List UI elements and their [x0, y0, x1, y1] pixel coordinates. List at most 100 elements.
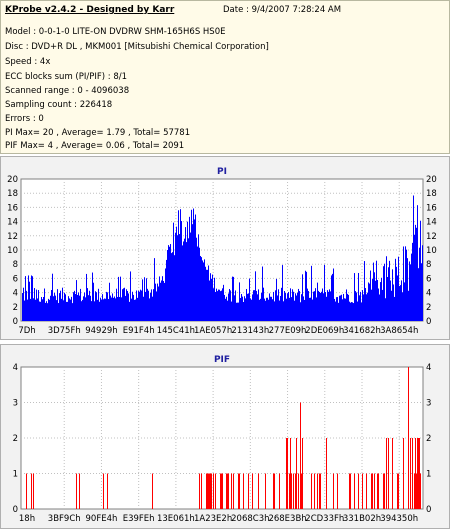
bar	[209, 473, 210, 509]
bar	[97, 299, 98, 321]
bar	[201, 473, 202, 509]
bar	[392, 438, 393, 509]
bar	[350, 473, 351, 509]
bar	[55, 295, 56, 321]
bar	[211, 473, 212, 509]
bar	[296, 295, 297, 321]
bar	[222, 288, 223, 321]
bar	[29, 281, 30, 321]
bar	[386, 256, 387, 321]
bar	[357, 301, 358, 321]
x-tick-label: 2DE069h	[305, 326, 344, 336]
bar	[408, 290, 409, 321]
bar	[255, 271, 256, 321]
bar	[307, 288, 308, 321]
bar	[266, 297, 267, 321]
bar	[379, 294, 380, 321]
bar	[35, 299, 36, 321]
bar	[414, 473, 415, 509]
bar	[163, 280, 164, 321]
bar	[32, 276, 33, 321]
bar	[380, 282, 381, 321]
bar	[143, 296, 144, 321]
bar	[295, 293, 296, 321]
bar	[74, 290, 75, 321]
bar	[372, 473, 373, 509]
bar	[361, 302, 362, 321]
bar	[383, 266, 384, 321]
bar	[48, 298, 49, 321]
bar	[114, 296, 115, 321]
bar	[377, 279, 378, 321]
series-bars	[22, 195, 423, 321]
bar	[67, 301, 68, 321]
bar	[282, 265, 283, 321]
bar	[406, 249, 407, 321]
bar	[155, 283, 156, 321]
bar	[72, 303, 73, 321]
x-tick-label: 213143h	[231, 326, 269, 336]
bar	[125, 295, 126, 321]
bar	[293, 291, 294, 321]
x-tick-label: 331B02h	[343, 514, 381, 524]
bar	[65, 294, 66, 321]
bar	[132, 291, 133, 321]
bar	[173, 222, 174, 321]
bar	[128, 293, 129, 321]
bar	[412, 242, 413, 321]
bar	[244, 296, 245, 321]
bar	[84, 292, 85, 321]
bar	[231, 301, 232, 321]
y-tick-label-right: 16	[426, 203, 437, 213]
bar	[412, 438, 413, 509]
bar	[178, 210, 179, 321]
bar	[385, 298, 386, 321]
speed-line: Speed : 4x	[5, 57, 51, 67]
bar	[415, 438, 416, 509]
bar	[309, 297, 310, 321]
bar	[321, 291, 322, 321]
bar	[300, 302, 301, 321]
x-tick-label: E39FEh	[123, 514, 155, 524]
bar	[403, 438, 404, 509]
bar	[226, 473, 227, 509]
bar	[362, 290, 363, 321]
bar	[179, 234, 180, 321]
bar	[215, 291, 216, 321]
bar	[335, 301, 336, 321]
y-tick-label-left: 10	[7, 246, 18, 256]
bar	[201, 257, 202, 321]
bar	[227, 473, 228, 509]
bar	[350, 302, 351, 321]
bar	[351, 302, 352, 321]
bar	[145, 291, 146, 321]
bar	[167, 250, 168, 321]
bar	[317, 473, 318, 509]
y-tick-label-left: 16	[7, 203, 18, 213]
bar	[386, 438, 387, 509]
bar	[286, 298, 287, 321]
bar	[270, 296, 271, 321]
bar	[274, 473, 275, 509]
bar	[54, 292, 55, 321]
bar	[103, 473, 104, 509]
bar	[192, 224, 193, 321]
bar	[272, 299, 273, 321]
bar	[378, 288, 379, 321]
bar	[189, 216, 190, 321]
bar	[243, 302, 244, 321]
bar	[76, 473, 77, 509]
bar	[158, 286, 159, 321]
bar	[160, 282, 161, 321]
bar	[381, 277, 382, 321]
bar	[343, 293, 344, 321]
bar	[411, 253, 412, 321]
bar	[314, 291, 315, 321]
bar	[146, 278, 147, 321]
bar	[390, 280, 391, 321]
bar	[206, 269, 207, 321]
bar	[227, 300, 228, 321]
bar	[400, 285, 401, 321]
bar	[123, 288, 124, 321]
bar	[302, 438, 303, 509]
